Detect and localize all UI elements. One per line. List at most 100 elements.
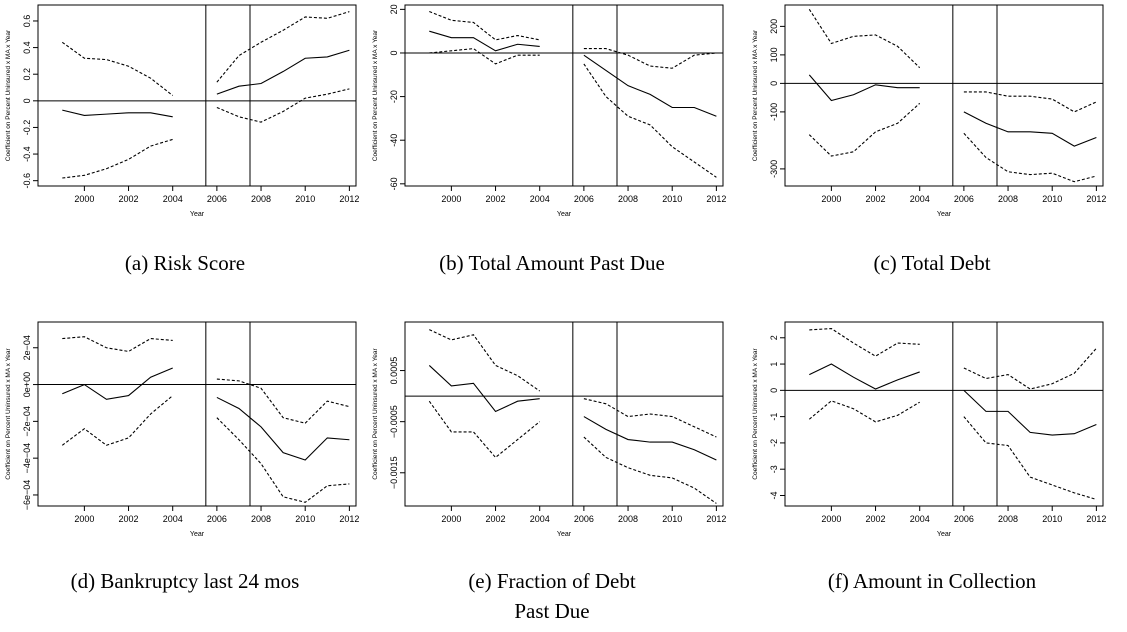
plot-frame [37,4,357,187]
x-tick-label: 2008 [251,194,271,204]
y-tick-label: 0 [769,388,779,393]
x-tick-label: 2006 [574,514,594,524]
x-tick-label: 2012 [706,514,726,524]
x-tick-label: 2006 [954,194,974,204]
y-tick-label: -2 [769,439,779,447]
x-tick-label: 2002 [486,514,506,524]
x-tick-label: 2008 [998,514,1018,524]
plot-frame [37,321,357,507]
estimate-line [428,365,717,461]
y-tick-label: -0.2 [22,120,32,136]
y-tick-label: 0.0005 [389,357,399,385]
confidence-band-line [429,48,717,178]
panel-caption: (f) Amount in Collection [827,569,1037,593]
y-axis-label: Coefficient on Percent Uninsured x MA x … [372,347,379,479]
x-tick-label: 2008 [618,514,638,524]
x-axis-label: Year [190,211,205,218]
x-tick-label: 2010 [295,514,315,524]
x-tick-label: 2004 [530,194,550,204]
x-tick-label: 2010 [295,194,315,204]
confidence-band-line [808,102,1097,183]
x-tick-label: 2010 [662,194,682,204]
y-tick-label: −6e−04 [22,480,32,511]
confidence-band-line [428,400,717,504]
x-tick-label: 2012 [339,514,359,524]
y-tick-label: −0.0015 [389,456,399,489]
x-axis-label: Year [190,531,205,538]
panel-caption: (e) Fraction of Debt Past Due [468,569,636,623]
confidence-band-line [61,11,350,96]
y-tick-label: −4e−04 [22,443,32,474]
x-tick-label: 2004 [163,514,183,524]
estimate-line [429,30,717,117]
x-tick-label: 2006 [574,194,594,204]
panel-caption: (a) Risk Score [124,251,246,275]
estimate-line [808,74,1097,147]
y-tick-label: -100 [769,103,779,121]
confidence-band-line [61,395,350,503]
x-tick-label: 2000 [74,514,94,524]
confidence-band-line [808,400,1097,500]
y-axis-label: Coefficient on Percent Uninsured x MA x … [5,347,12,479]
x-tick-label: 2006 [207,514,227,524]
x-tick-label: 2000 [441,514,461,524]
confidence-band-line [62,336,350,424]
confidence-band-line [809,328,1097,390]
x-tick-label: 2002 [486,194,506,204]
y-tick-label: −0.0005 [389,405,399,438]
y-tick-label: -1 [769,413,779,421]
x-tick-label: 2002 [866,194,886,204]
panel-caption: (d) Bankruptcy last 24 mos [70,569,300,593]
plot-frame [784,321,1104,507]
x-tick-label: 2000 [821,514,841,524]
x-tick-label: 2010 [1042,514,1062,524]
x-tick-label: 2004 [910,194,930,204]
y-tick-label: −2e−04 [22,406,32,437]
confidence-band-line [808,8,1097,113]
y-tick-label: -3 [769,465,779,473]
y-tick-label: -4 [769,491,779,499]
y-tick-label: -300 [769,160,779,178]
x-tick-label: 2008 [998,194,1018,204]
confidence-band-line [429,329,717,438]
y-tick-label: 20 [389,4,399,14]
y-tick-label: 0 [769,81,779,86]
plot-frame [404,4,724,187]
confidence-band-line [429,11,717,69]
x-axis-label: Year [557,211,572,218]
x-tick-label: 2012 [706,194,726,204]
x-tick-label: 2000 [441,194,461,204]
confidence-band-line [62,88,350,179]
x-tick-label: 2004 [163,194,183,204]
y-tick-label: 0.6 [22,15,32,28]
x-tick-label: 2002 [119,514,139,524]
estimate-line [809,363,1097,436]
y-tick-label: -20 [389,90,399,103]
estimate-line [62,367,350,461]
y-tick-label: 2e−04 [22,335,32,360]
y-axis-label: Coefficient on Percent Uninsured x MA x … [5,29,12,161]
y-axis-label: Coefficient on Percent Uninsured x MA x … [752,29,759,161]
estimate-line [62,49,350,118]
y-tick-label: -0.6 [22,173,32,189]
x-tick-label: 2006 [954,514,974,524]
x-tick-label: 2000 [74,194,94,204]
x-tick-label: 2002 [866,514,886,524]
plot-frame [404,321,724,507]
x-axis-label: Year [937,211,952,218]
y-tick-label: 0 [389,50,399,55]
y-tick-label: 0e+00 [22,372,32,397]
x-tick-label: 2000 [821,194,841,204]
x-tick-label: 2010 [662,514,682,524]
panel-caption: (c) Total Debt [873,251,991,275]
y-axis-label: Coefficient on Percent Uninsured x MA x … [752,347,759,479]
x-tick-label: 2008 [251,514,271,524]
y-tick-label: 1 [769,362,779,367]
y-tick-label: 0.2 [22,68,32,81]
y-axis-label: Coefficient on Percent Uninsured x MA x … [372,29,379,161]
x-tick-label: 2012 [1086,194,1106,204]
y-tick-label: 2 [769,335,779,340]
x-tick-label: 2002 [119,194,139,204]
